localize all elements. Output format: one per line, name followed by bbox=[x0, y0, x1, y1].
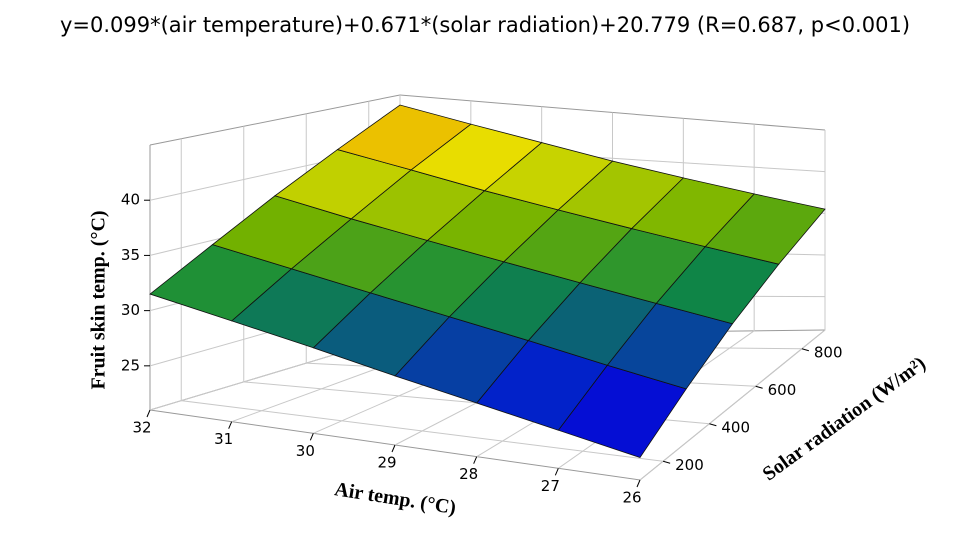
x-tick-label: 29 bbox=[377, 454, 396, 472]
x-tick-label: 31 bbox=[214, 430, 233, 448]
z-tick-label: 30 bbox=[121, 301, 140, 319]
y-axis-label: Solar radiation (W/m²) bbox=[759, 352, 930, 485]
x-tick bbox=[309, 433, 314, 441]
x-tick bbox=[636, 479, 641, 488]
z-tick-label: 25 bbox=[121, 356, 140, 374]
x-tick bbox=[228, 421, 233, 429]
y-tick-label: 200 bbox=[675, 456, 704, 474]
y-tick bbox=[662, 460, 671, 464]
x-tick-label: 26 bbox=[622, 489, 641, 507]
x-tick-label: 28 bbox=[459, 465, 478, 483]
y-tick-label: 600 bbox=[768, 381, 797, 399]
surface-cell bbox=[336, 104, 472, 171]
grid-line bbox=[639, 130, 826, 481]
x-tick bbox=[391, 444, 396, 453]
x-tick bbox=[473, 456, 478, 464]
y-tick bbox=[801, 348, 810, 352]
x-tick bbox=[554, 468, 559, 476]
x-tick-label: 30 bbox=[296, 442, 315, 460]
chart-title: y=0.099*(air temperature)+0.671*(solar r… bbox=[60, 13, 910, 37]
z-tick-label: 40 bbox=[121, 191, 140, 209]
box-edge bbox=[149, 94, 401, 146]
z-tick-label: 35 bbox=[121, 246, 140, 264]
grid-line bbox=[180, 138, 664, 462]
x-tick bbox=[146, 409, 151, 418]
y-tick bbox=[755, 385, 763, 389]
z-axis-label: Fruit skin temp. (°C) bbox=[88, 210, 110, 389]
y-tick bbox=[709, 423, 717, 427]
x-tick-label: 27 bbox=[541, 477, 560, 495]
y-tick-label: 800 bbox=[814, 343, 843, 361]
x-tick-label: 32 bbox=[132, 419, 151, 437]
y-tick-label: 400 bbox=[721, 418, 750, 436]
x-axis-label: Air temp. (°C) bbox=[333, 478, 458, 519]
